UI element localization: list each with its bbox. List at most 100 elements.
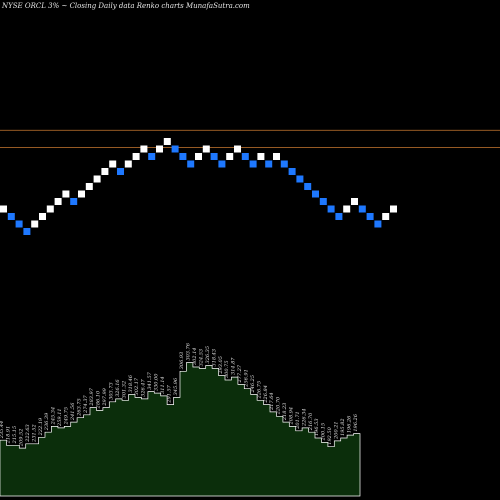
volume-price-label: 300.75 xyxy=(224,360,230,378)
volume-price-label: 222.63 xyxy=(25,424,31,443)
renko-brick-up xyxy=(382,213,390,220)
charts-suffix: charts xyxy=(161,2,184,10)
volume-price-label: 256.91 xyxy=(244,369,250,388)
chart-header: NYSE ORCL 3% ~ Closing Daily data Renko … xyxy=(2,2,250,10)
site-label: MunafaSutra.com xyxy=(185,2,250,10)
volume-price-label: 326.16 xyxy=(115,379,121,397)
volume-price-label: 196.53 xyxy=(314,418,320,436)
renko-brick-up xyxy=(202,145,210,153)
chart-type-label: Renko xyxy=(136,2,160,10)
volume-price-label: 318.46 xyxy=(128,374,134,392)
renko-brick-down xyxy=(7,213,15,220)
volume-price-label: 245.34 xyxy=(51,407,57,426)
volume-price-label: 314.87 xyxy=(231,357,237,375)
volume-price-label: 286.10 xyxy=(96,390,102,409)
renko-brick-down xyxy=(117,168,124,175)
volume-price-label: 216.70 xyxy=(308,412,314,431)
renko-brick-down xyxy=(249,160,257,168)
renko-brick-down xyxy=(23,228,31,235)
renko-brick-up xyxy=(257,153,265,160)
renko-brick-down xyxy=(265,160,273,168)
renko-brick-down xyxy=(210,153,218,160)
renko-brick-up xyxy=(156,145,163,153)
renko-brick-up xyxy=(132,153,140,160)
renko-brick-down xyxy=(312,190,319,198)
volume-price-label: 318.43 xyxy=(211,349,217,367)
renko-brick-up xyxy=(226,153,234,160)
renko-brick-down xyxy=(15,220,23,228)
renko-brick-down xyxy=(319,198,327,205)
volume-price-label: 231.52 xyxy=(31,424,37,443)
volume-price-label: 200.21 xyxy=(334,421,340,440)
volume-price-label: 341.57 xyxy=(147,371,153,389)
renko-brick-up xyxy=(39,213,46,220)
volume-price-label: 218.91 xyxy=(6,426,12,445)
volume-price-label: 324.53 xyxy=(199,349,205,367)
renko-brick-up xyxy=(195,153,202,160)
volume-price-label: 201.71 xyxy=(295,411,301,430)
volume-price-label: 220.70 xyxy=(276,396,282,415)
volume-price-label: 215.15 xyxy=(12,426,18,445)
renko-brick-up xyxy=(124,160,132,168)
renko-brick-down xyxy=(288,168,296,175)
volume-price-label: 291.57 xyxy=(166,384,172,403)
volume-area-path xyxy=(0,362,361,497)
volume-price-label: 263.75 xyxy=(76,398,82,417)
volume-price-label: 226.75 xyxy=(256,381,262,400)
renko-brick-up xyxy=(101,168,109,175)
ticker-label: NYSE ORCL 3% xyxy=(2,2,60,10)
renko-brick-down xyxy=(179,153,187,160)
volume-price-label: 196.26 xyxy=(346,415,352,433)
renko-brick-up xyxy=(78,190,85,198)
volume-price-label: 236.39 xyxy=(44,412,50,431)
renko-brick-up xyxy=(273,153,280,160)
volume-price-label: 249.75 xyxy=(64,407,70,426)
renko-brick-up xyxy=(31,220,39,228)
volume-price-label: 217.64 xyxy=(269,392,275,411)
volume-price-label: 192.50 xyxy=(327,426,333,444)
renko-brick-up xyxy=(351,198,358,205)
volume-price-label: 302.14 xyxy=(192,348,198,366)
renko-brick-up xyxy=(163,138,171,145)
volume-price-label: 200.15 xyxy=(321,423,327,442)
volume-price-label: 209.52 xyxy=(19,429,25,448)
renko-brick-down xyxy=(304,183,312,190)
renko-brick-up xyxy=(390,205,397,213)
renko-brick-down xyxy=(171,145,179,153)
volume-price-label: 208.94 xyxy=(289,407,295,426)
volume-price-label: 297.99 xyxy=(102,387,108,406)
volume-price-label: 306.93 xyxy=(179,352,185,370)
volume-price-label: 330.00 xyxy=(153,373,159,391)
renko-bricks xyxy=(0,138,397,235)
renko-brick-down xyxy=(148,153,156,160)
volume-price-label: 311.14 xyxy=(160,376,166,394)
reference-lines xyxy=(0,129,500,148)
renko-brick-up xyxy=(85,183,93,190)
renko-brick-down xyxy=(218,160,226,168)
volume-price-label: 274.37 xyxy=(83,395,89,414)
renko-brick-down xyxy=(366,213,374,220)
renko-brick-down xyxy=(335,213,343,220)
volume-price-label: 259.11 xyxy=(57,408,63,427)
volume-price-label: 195.82 xyxy=(340,418,346,436)
renko-brick-down xyxy=(187,160,195,168)
renko-brick-down xyxy=(70,198,78,205)
volume-price-label: 301.32 xyxy=(121,381,127,399)
volume-price-label: 277.27 xyxy=(237,364,243,383)
renko-brick-up xyxy=(46,205,54,213)
renko-brick-down xyxy=(241,153,249,160)
volume-price-label: 283.97 xyxy=(89,387,95,406)
volume-area xyxy=(0,362,361,497)
renko-brick-up xyxy=(140,145,148,153)
renko-brick-up xyxy=(62,190,70,198)
renko-brick-down xyxy=(296,175,304,183)
volume-price-label: 246.25 xyxy=(250,375,256,394)
trend-arrow-icon: ~ xyxy=(61,2,68,10)
volume-price-label: 303.76 xyxy=(186,342,192,360)
renko-brick-up xyxy=(109,160,117,168)
volume-price-label: 226.34 xyxy=(301,408,307,427)
volume-price-label: 326.35 xyxy=(205,346,211,364)
renko-brick-up xyxy=(0,205,7,213)
